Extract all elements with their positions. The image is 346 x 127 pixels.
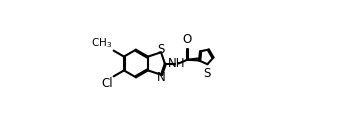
Text: S: S — [158, 43, 165, 56]
Text: S: S — [204, 67, 211, 80]
Text: O: O — [183, 33, 192, 46]
Text: N: N — [157, 71, 166, 84]
Text: CH$_3$: CH$_3$ — [91, 36, 113, 50]
Text: Cl: Cl — [101, 77, 113, 90]
Text: NH: NH — [168, 57, 185, 70]
